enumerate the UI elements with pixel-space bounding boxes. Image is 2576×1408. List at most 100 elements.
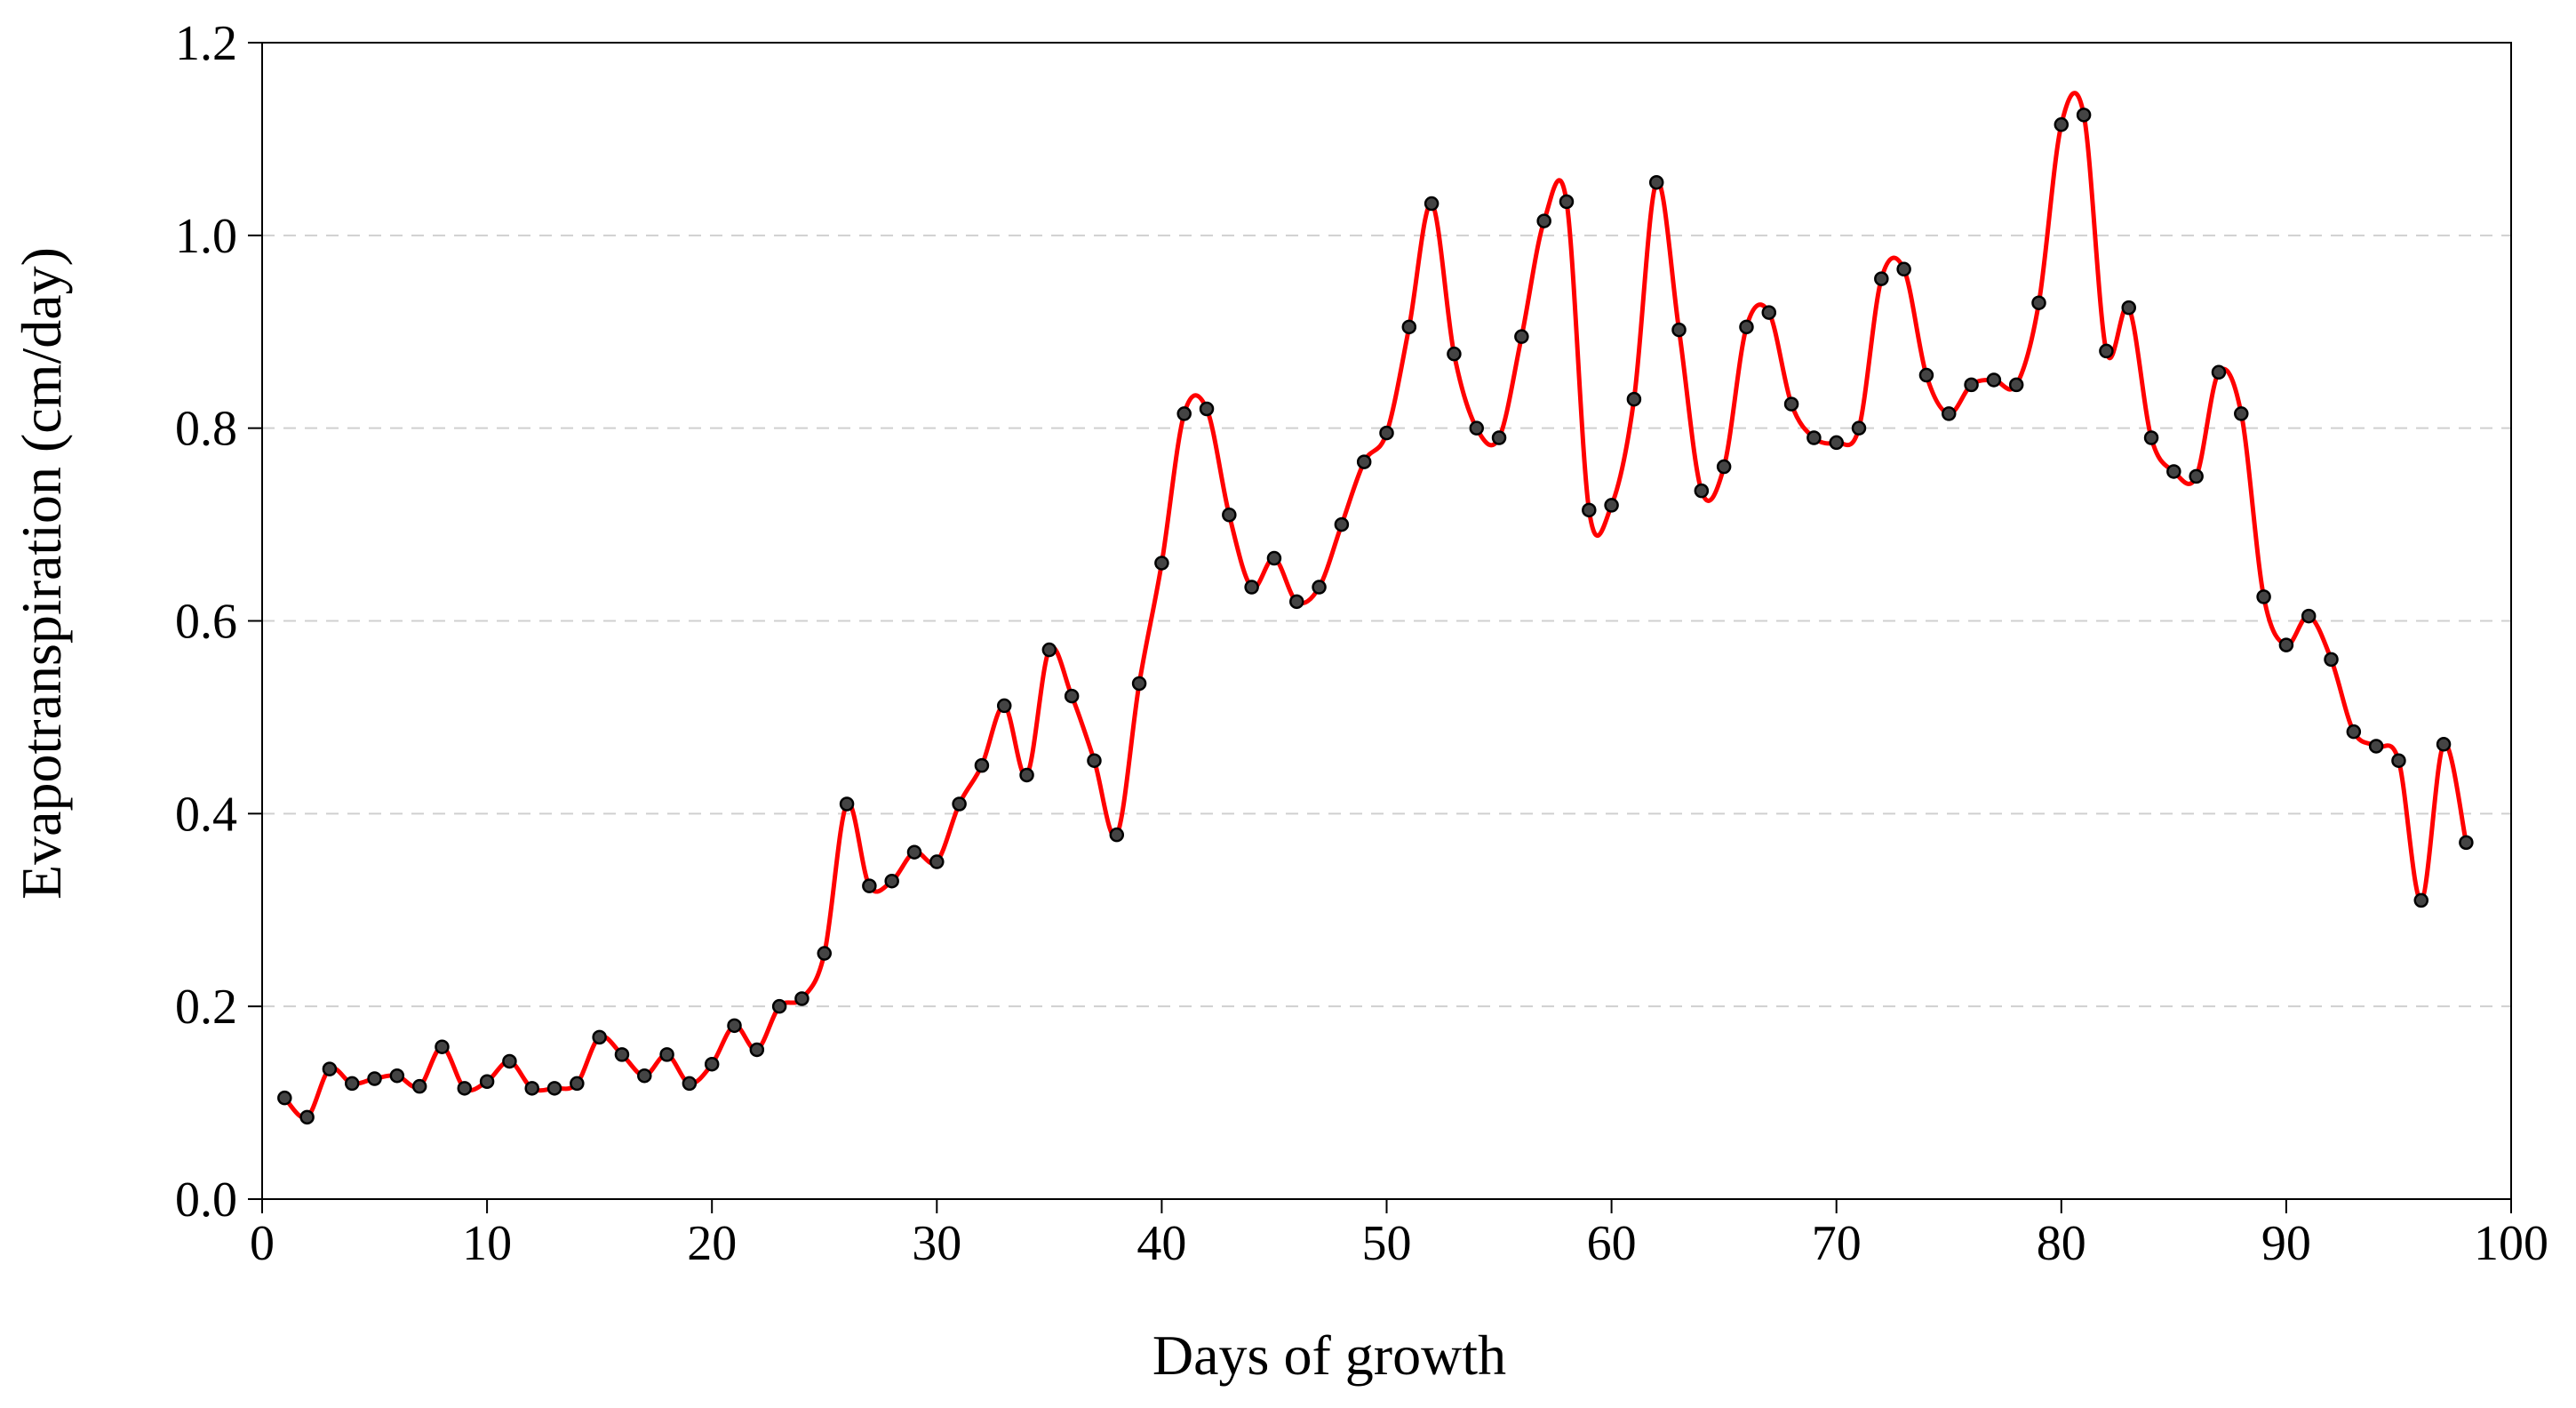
x-tick-label: 30 <box>912 1216 961 1271</box>
data-point <box>2031 295 2046 310</box>
data-point <box>457 1081 473 1096</box>
data-point <box>1514 329 1529 344</box>
data-point <box>2166 464 2181 479</box>
data-point <box>435 1039 450 1054</box>
data-point <box>771 998 787 1014</box>
data-point <box>1626 391 1642 407</box>
x-tick-label: 10 <box>462 1216 512 1271</box>
data-point <box>2301 608 2317 624</box>
x-tick-label: 60 <box>1587 1216 1637 1271</box>
data-point <box>1312 580 1327 595</box>
data-point <box>952 796 967 812</box>
data-point <box>1019 767 1034 783</box>
data-point <box>637 1068 652 1084</box>
data-point <box>2189 468 2204 484</box>
data-point <box>839 796 855 812</box>
data-point <box>1874 271 1889 286</box>
gridlines <box>262 234 2511 1008</box>
data-point <box>2436 737 2452 752</box>
data-point <box>906 844 922 860</box>
data-point <box>1536 213 1551 228</box>
data-point <box>817 946 832 961</box>
data-point <box>1851 420 1867 436</box>
x-tick-label: 90 <box>2261 1216 2311 1271</box>
data-point <box>2076 108 2092 123</box>
data-point <box>1064 688 1080 704</box>
data-point <box>2391 753 2406 768</box>
y-tick-label: 0.8 <box>175 402 237 457</box>
y-axis-label: Evapotranspiration (cm/day) <box>10 247 73 900</box>
data-point <box>659 1047 674 1062</box>
data-point <box>2143 430 2159 445</box>
data-point <box>727 1018 742 1034</box>
data-point <box>367 1071 382 1086</box>
series-line <box>283 91 2468 1121</box>
data-point <box>2278 637 2294 652</box>
data-point <box>1222 507 1237 523</box>
series-line-layer <box>283 91 2468 1121</box>
x-tick-label: 100 <box>2474 1216 2548 1271</box>
data-point <box>411 1078 427 1094</box>
x-tick-label: 80 <box>2037 1216 2086 1271</box>
data-point <box>1806 430 1822 445</box>
x-tick-label: 0 <box>250 1216 275 1271</box>
data-point <box>2346 724 2362 740</box>
data-point <box>1559 194 1575 210</box>
data-point <box>322 1061 338 1076</box>
data-point <box>479 1074 495 1089</box>
x-tick-label: 40 <box>1136 1216 1186 1271</box>
y-tick-label: 0.2 <box>175 980 237 1035</box>
data-point <box>1447 346 1462 362</box>
data-point <box>1199 401 1215 417</box>
data-point <box>1829 435 1844 451</box>
y-tick-label: 0.6 <box>175 595 237 650</box>
data-point <box>1424 196 1440 212</box>
data-point <box>1244 580 1259 595</box>
data-point <box>1469 420 1484 436</box>
x-tick-label: 70 <box>1812 1216 1862 1271</box>
data-point <box>2413 892 2429 908</box>
data-point <box>2121 300 2136 316</box>
data-point <box>592 1029 607 1045</box>
data-point <box>1109 827 1125 843</box>
data-point <box>682 1076 698 1092</box>
data-point <box>1648 174 1664 190</box>
data-point <box>2054 116 2070 132</box>
plot-area-frame <box>261 42 2512 1200</box>
data-point <box>2008 377 2024 393</box>
data-point <box>974 757 990 773</box>
data-point <box>1986 372 2002 388</box>
data-point <box>1604 498 1619 513</box>
data-point <box>1896 261 1911 277</box>
data-point-markers <box>277 108 2474 1125</box>
x-tick-label: 20 <box>687 1216 737 1271</box>
data-point <box>884 873 899 889</box>
y-tick-label: 1.0 <box>175 209 237 264</box>
data-point <box>1582 502 1597 518</box>
data-point <box>2211 364 2227 380</box>
data-point <box>2368 739 2384 754</box>
x-axis-label: Days of growth <box>1152 1324 1506 1387</box>
data-point <box>1918 367 1934 383</box>
data-point <box>2459 835 2474 851</box>
data-point <box>1379 425 1394 441</box>
data-point <box>277 1090 292 1106</box>
data-point <box>1964 377 1979 393</box>
data-point <box>1716 459 1732 475</box>
data-point <box>2099 343 2114 359</box>
y-tick-label: 1.2 <box>175 16 237 71</box>
data-point <box>546 1081 562 1096</box>
data-point <box>1154 556 1169 571</box>
data-point <box>1401 319 1417 335</box>
data-point <box>749 1042 765 1058</box>
data-point <box>570 1076 585 1092</box>
data-point <box>1289 594 1304 610</box>
data-point <box>2234 406 2249 421</box>
data-point <box>299 1109 315 1125</box>
data-point <box>1266 550 1282 566</box>
data-point <box>862 878 877 893</box>
data-point <box>1694 483 1710 499</box>
x-tick-label: 50 <box>1362 1216 1412 1271</box>
data-point <box>389 1068 405 1084</box>
